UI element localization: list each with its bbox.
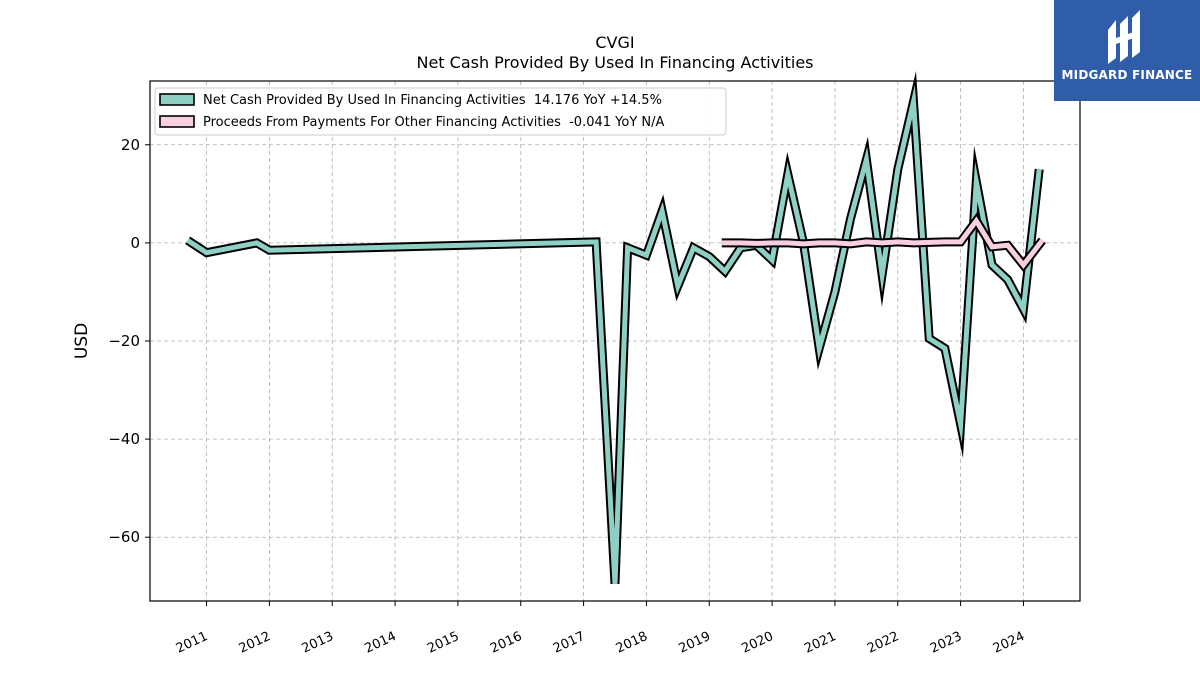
y-axis-ticks: 20 0 −20 −40 −60 — [108, 136, 150, 546]
y-axis-label: USD — [72, 323, 92, 359]
series-lines — [185, 70, 1046, 585]
x-tick-label: 2017 — [551, 629, 587, 657]
x-tick-label: 2013 — [300, 629, 336, 657]
series-1-line — [186, 84, 1042, 584]
x-tick-label: 2018 — [614, 629, 650, 657]
midgard-logo-icon — [1108, 10, 1140, 64]
x-tick-label: 2023 — [928, 629, 964, 657]
series-2-line — [721, 216, 1045, 270]
y-tick-label: −60 — [108, 528, 140, 546]
x-tick-label: 2012 — [237, 629, 273, 657]
x-tick-label: 2016 — [488, 629, 524, 657]
legend-swatch-series-1 — [159, 93, 195, 106]
legend: Net Cash Provided By Used In Financing A… — [154, 87, 727, 136]
x-tick-label: 2022 — [865, 629, 901, 657]
x-tick-label: 2024 — [991, 629, 1027, 657]
legend-box — [154, 87, 727, 136]
x-tick-label: 2014 — [362, 629, 398, 657]
brand-name: MIDGARD FINANCE — [1061, 68, 1193, 82]
legend-swatch-series-2 — [159, 115, 195, 128]
x-tick-label: 2021 — [802, 629, 838, 657]
x-axis-ticks: 2011 2012 2013 2014 2015 2016 2017 2018 2019 2020… — [174, 601, 1027, 657]
legend-label-series-1: Net Cash Provided By Used In Financing A… — [203, 93, 662, 108]
chart-title: CVGI — [595, 33, 634, 52]
x-tick-label: 2019 — [677, 629, 713, 657]
x-tick-label: 2011 — [174, 629, 210, 657]
midgard-logo: MIDGARD FINANCE — [1054, 0, 1200, 101]
y-tick-label: 0 — [130, 234, 140, 252]
x-tick-label: 2015 — [425, 629, 461, 657]
legend-label-series-2: Proceeds From Payments For Other Financi… — [203, 115, 664, 130]
y-tick-label: 20 — [121, 136, 140, 154]
x-tick-label: 2020 — [739, 629, 775, 657]
chart-subtitle: Net Cash Provided By Used In Financing A… — [416, 53, 813, 72]
y-tick-label: −20 — [108, 332, 140, 350]
y-tick-label: −40 — [108, 430, 140, 448]
